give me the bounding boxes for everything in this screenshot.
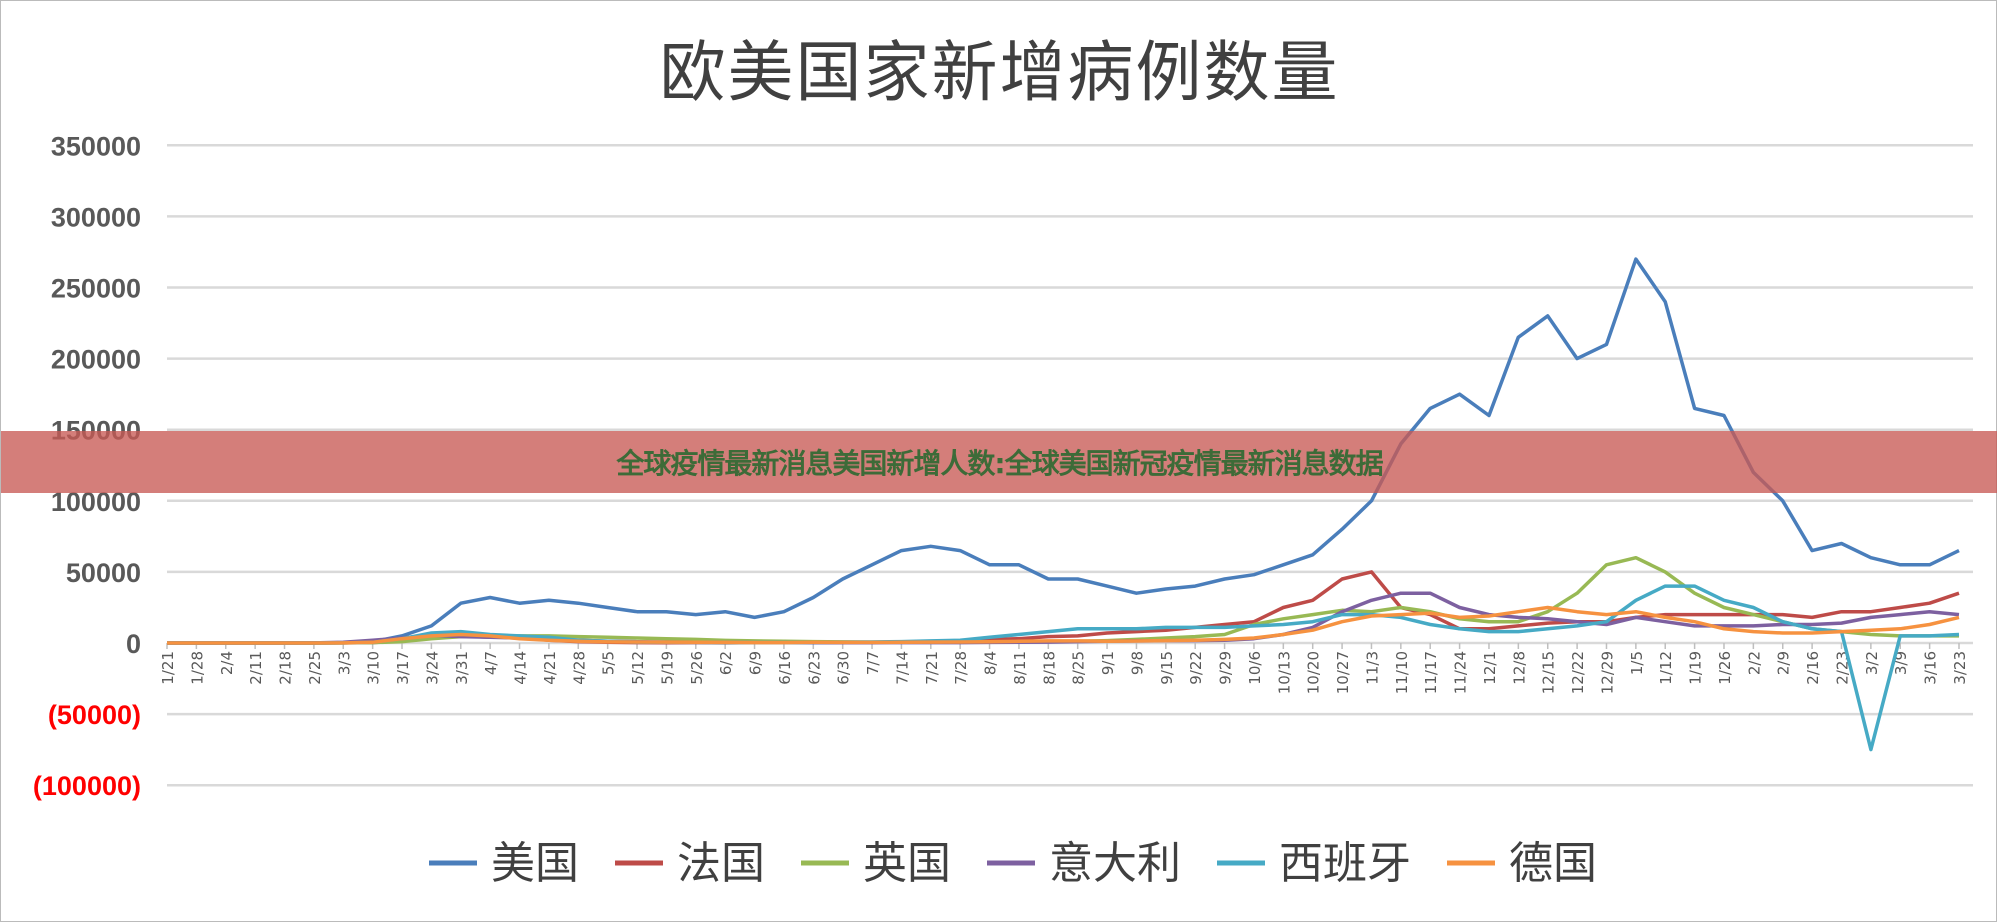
x-tick-label: 5/26: [688, 651, 706, 685]
x-tick-label: 3/3: [335, 651, 353, 675]
x-tick-label: 11/3: [1363, 651, 1381, 685]
x-tick-label: 2/16: [1804, 651, 1822, 685]
x-tick-label: 12/8: [1510, 651, 1528, 685]
legend-label: 美国: [491, 838, 579, 889]
x-tick-label: 9/8: [1128, 651, 1146, 675]
x-tick-label: 2/4: [218, 651, 236, 675]
x-tick-label: 2/9: [1775, 651, 1793, 675]
series-line-美国: [167, 257, 1960, 645]
x-tick-label: 8/11: [1011, 651, 1029, 685]
x-tick-label: 2/11: [247, 651, 265, 685]
y-tick-label: 350000: [51, 131, 141, 161]
x-tick-label: 8/4: [982, 651, 1000, 675]
x-tick-label: 5/5: [600, 651, 618, 675]
x-tick-label: 1/5: [1628, 651, 1646, 675]
x-tick-label: 3/16: [1922, 651, 1940, 685]
legend-label: 德国: [1509, 838, 1597, 889]
x-tick-label: 3/23: [1951, 651, 1969, 685]
x-tick-label: 5/12: [629, 651, 647, 685]
x-tick-label: 6/9: [747, 651, 765, 675]
x-tick-label: 1/26: [1716, 651, 1734, 685]
y-tick-label: 300000: [51, 202, 141, 232]
x-tick-label: 2/18: [277, 651, 295, 685]
x-tick-label: 1/19: [1687, 651, 1705, 685]
x-tick-label: 1/21: [159, 651, 177, 685]
x-tick-label: 7/14: [893, 651, 911, 685]
x-tick-label: 10/27: [1334, 651, 1352, 694]
y-tick-label: 250000: [51, 274, 141, 304]
x-tick-label: 7/28: [952, 651, 970, 685]
x-tick-label: 10/20: [1305, 651, 1323, 694]
legend-label: 意大利: [1049, 838, 1181, 889]
x-tick-label: 4/14: [512, 651, 530, 685]
x-tick-label: 9/15: [1158, 651, 1176, 685]
x-tick-label: 3/2: [1863, 651, 1881, 675]
x-tick-label: 4/7: [482, 651, 500, 675]
x-tick-label: 7/7: [864, 651, 882, 675]
x-tick-label: 9/29: [1217, 651, 1235, 685]
legend-label: 英国: [863, 838, 951, 889]
x-tick-label: 1/12: [1657, 651, 1675, 685]
y-tick-label: (50000): [48, 700, 141, 730]
x-tick-label: 9/22: [1187, 651, 1205, 685]
x-tick-label: 3/31: [453, 651, 471, 685]
x-tick-label: 4/28: [570, 651, 588, 685]
x-tick-label: 2/25: [306, 651, 324, 685]
chart-title: 欧美国家新增病例数量: [659, 34, 1340, 111]
x-tick-label: 12/22: [1569, 651, 1587, 694]
x-tick-label: 4/21: [541, 651, 559, 685]
x-tick-label: 8/18: [1040, 651, 1058, 685]
x-tick-label: 7/21: [923, 651, 941, 685]
y-tick-label: 0: [126, 629, 141, 659]
x-tick-label: 12/29: [1598, 651, 1616, 694]
x-tick-label: 10/13: [1275, 651, 1293, 694]
x-tick-label: 6/30: [835, 651, 853, 685]
x-tick-label: 1/28: [188, 651, 206, 685]
x-tick-label: 5/19: [658, 651, 676, 685]
y-tick-label: 200000: [51, 345, 141, 375]
x-tick-label: 3/10: [365, 651, 383, 685]
x-tick-label: 9/1: [1099, 651, 1117, 675]
x-tick-label: 3/17: [394, 651, 412, 685]
x-tick-label: 6/23: [805, 651, 823, 685]
series-line-德国: [167, 605, 1960, 645]
x-tick-label: 8/25: [1070, 651, 1088, 685]
overlay-banner: 全球疫情最新消息美国新增人数:全球美国新冠疫情最新消息数据: [1, 431, 1997, 493]
x-tick-label: 3/24: [423, 651, 441, 685]
x-tick-label: 10/6: [1246, 651, 1264, 685]
y-tick-label: (100000): [33, 771, 141, 801]
x-tick-label: 12/15: [1540, 651, 1558, 694]
x-tick-label: 2/2: [1745, 651, 1763, 675]
series-line-西班牙: [167, 584, 1960, 752]
x-tick-label: 6/16: [776, 651, 794, 685]
x-tick-label: 11/17: [1422, 651, 1440, 694]
legend-label: 西班牙: [1279, 838, 1411, 889]
x-tick-label: 11/24: [1452, 651, 1470, 694]
legend-label: 法国: [677, 838, 765, 889]
y-tick-label: 50000: [66, 558, 141, 588]
x-tick-label: 3/9: [1892, 651, 1910, 675]
x-tick-label: 11/10: [1393, 651, 1411, 694]
x-tick-label: 6/2: [717, 651, 735, 675]
banner-text: 全球疫情最新消息美国新增人数:全球美国新冠疫情最新消息数据: [616, 447, 1383, 480]
x-tick-label: 12/1: [1481, 651, 1499, 685]
